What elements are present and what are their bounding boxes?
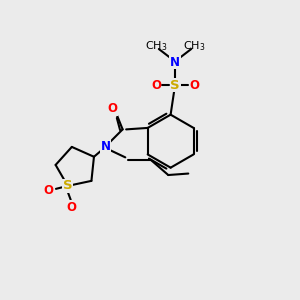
Text: S: S (63, 179, 73, 192)
Text: O: O (107, 102, 117, 115)
Text: O: O (151, 79, 161, 92)
Text: N: N (170, 56, 180, 69)
Text: CH$_3$: CH$_3$ (183, 39, 206, 53)
Text: O: O (66, 201, 76, 214)
Text: CH$_3$: CH$_3$ (145, 39, 167, 53)
Text: N: N (100, 140, 111, 153)
Text: S: S (170, 79, 180, 92)
Text: O: O (189, 79, 199, 92)
Text: O: O (43, 184, 53, 197)
